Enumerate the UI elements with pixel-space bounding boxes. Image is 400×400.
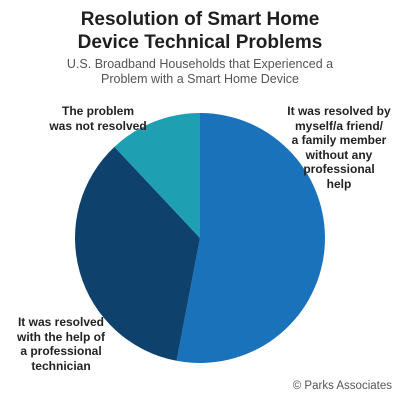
slice-label-line: help — [326, 176, 352, 191]
pie-slice-not-resolved — [114, 113, 200, 238]
slice-label-line: without any — [305, 147, 373, 162]
slice-label-line: The problem — [61, 104, 134, 118]
chart-subtitle-line-1: U.S. Broadband Households that Experienc… — [66, 57, 334, 71]
slice-label-resolved-self: It was resolved by myself/a friend/ a fa… — [284, 104, 394, 191]
slice-label-line: a professional — [20, 344, 102, 358]
chart-title-line-1: Resolution of Smart Home — [80, 9, 320, 30]
slice-label-line: technician — [31, 358, 91, 373]
slice-label-line: myself/a friend/ — [294, 118, 384, 133]
slice-label-line: was not resolved — [49, 118, 147, 133]
slice-label-line: with the help of — [17, 329, 105, 344]
chart-subtitle: U.S. Broadband Households that Experienc… — [0, 57, 400, 87]
chart-subtitle-line-2: Problem with a Smart Home Device — [101, 72, 299, 86]
slice-label-line: It was resolved by — [287, 104, 391, 118]
slice-label-line: professional — [303, 162, 375, 176]
slice-label-not-resolved: The problem was not resolved — [38, 104, 158, 133]
chart-title: Resolution of Smart Home Device Technica… — [0, 8, 400, 54]
slice-label-line: a family member — [291, 133, 387, 147]
chart-title-line-2: Device Technical Problems — [77, 32, 323, 53]
pie-slice-resolved-technician — [74, 146, 200, 361]
slice-label-line: It was resolved — [17, 315, 105, 329]
pie-slice-resolved-self — [176, 113, 325, 363]
source-credit: © Parks Associates — [292, 380, 392, 392]
slice-label-resolved-technician: It was resolved with the help of a profe… — [2, 315, 120, 373]
